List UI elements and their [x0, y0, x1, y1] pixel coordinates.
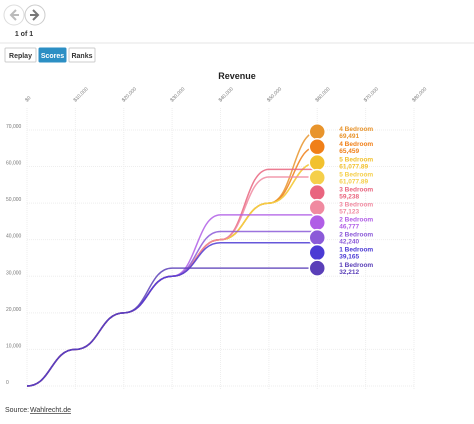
toggle-label: Ranks: [71, 53, 92, 60]
data-label: 32,212: [339, 269, 359, 276]
toggle-button[interactable]: [38, 47, 67, 63]
series-label: 5 Bedroom: [339, 157, 373, 164]
series-label: 2 Bedroom: [339, 217, 373, 224]
data-label: 46,777: [339, 224, 359, 231]
end-marker: [308, 153, 326, 172]
x-tick-label: $20,000: [121, 86, 138, 103]
end-marker: [308, 183, 326, 202]
series-label: 3 Bedroom: [339, 187, 373, 194]
x-tick-label: $10,000: [73, 86, 90, 103]
end-marker: [308, 198, 326, 217]
end-marker: [308, 138, 326, 156]
toggle-button[interactable]: [68, 47, 96, 63]
y-tick-label: 10,000: [6, 343, 22, 349]
end-marker: [308, 168, 326, 187]
y-tick-label: 70,000: [6, 124, 22, 130]
data-label: 61,077.89: [339, 164, 368, 171]
data-label: 42,240: [339, 239, 359, 246]
series-label: 5 Bedroom: [339, 172, 373, 179]
end-marker: [308, 123, 326, 141]
back-icon: [9, 9, 19, 21]
data-label: 57,123: [339, 209, 359, 216]
x-tick-label: $70,000: [363, 86, 380, 103]
x-tick-label: $40,000: [218, 86, 235, 103]
source-prefix: Source:: [5, 407, 29, 414]
x-tick-label: $30,000: [169, 86, 186, 103]
y-tick-label: 60,000: [6, 161, 22, 167]
source-link[interactable]: Wahlrecht.de: [30, 407, 71, 414]
x-tick-label: $60,000: [314, 86, 331, 103]
series-label: 4 Bedroom: [339, 126, 373, 133]
y-tick-label: 20,000: [6, 307, 22, 313]
end-marker: [308, 228, 326, 247]
data-label: 59,238: [339, 194, 359, 201]
series-label: 1 Bedroom: [339, 247, 373, 254]
x-tick-label: $0: [24, 95, 32, 103]
y-tick-label: 40,000: [6, 234, 22, 240]
data-label: 39,165: [339, 254, 359, 261]
series-line: [26, 267, 318, 387]
forward-icon: [30, 9, 40, 21]
toggle-button[interactable]: [4, 47, 37, 63]
y-tick-label: 50,000: [6, 197, 22, 203]
x-tick-label: $50,000: [266, 86, 283, 103]
toggle-label: Replay: [9, 53, 32, 60]
end-marker: [308, 243, 326, 262]
data-label: 65,459: [339, 148, 359, 155]
toggle-label: Scores: [41, 53, 64, 60]
end-marker: [308, 259, 326, 277]
x-tick-label: $80,000: [411, 86, 428, 103]
data-label: 69,491: [339, 133, 359, 140]
series-label: 1 Bedroom: [339, 262, 373, 269]
end-marker: [308, 213, 326, 232]
pager: 1 of 1: [15, 31, 33, 38]
y-tick-label: 30,000: [6, 270, 22, 276]
series-label: 2 Bedroom: [339, 232, 373, 239]
y-tick-label: 0: [6, 380, 9, 386]
data-label: 61,077.89: [339, 179, 368, 186]
series-label: 4 Bedroom: [339, 141, 373, 148]
series-label: 3 Bedroom: [339, 202, 373, 209]
chart-title: Revenue: [218, 71, 256, 81]
